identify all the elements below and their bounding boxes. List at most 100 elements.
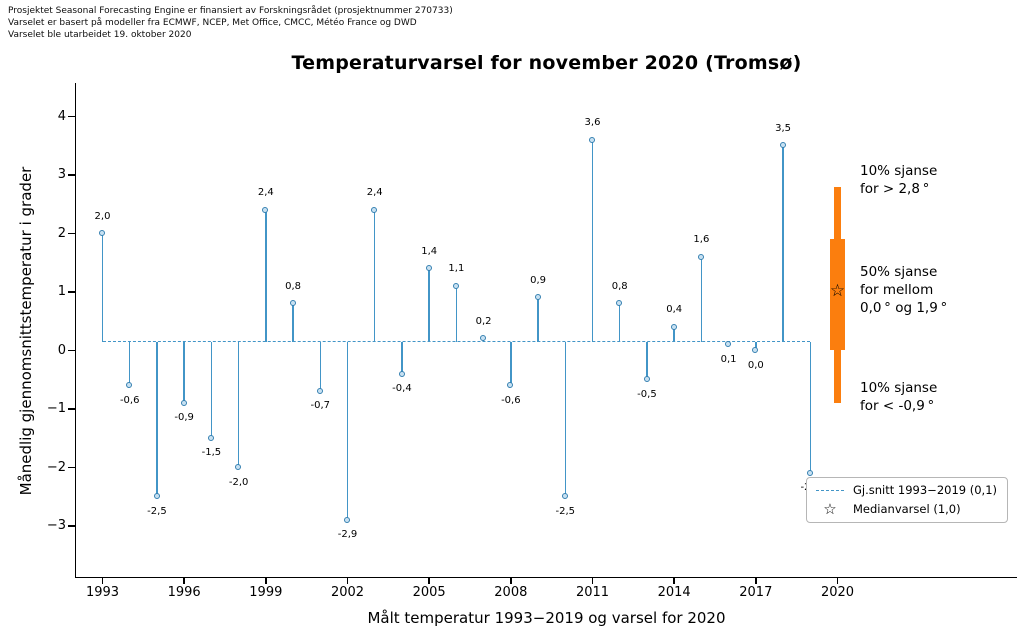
annotation-line: for mellom — [860, 282, 934, 298]
y-tick — [68, 291, 75, 293]
data-point-marker — [697, 253, 704, 260]
x-tick — [755, 577, 757, 584]
y-tick-label: 4 — [57, 108, 66, 124]
data-point-marker — [153, 493, 160, 500]
stem-line — [237, 341, 240, 468]
data-point-marker — [235, 464, 242, 471]
stem-line — [591, 139, 594, 342]
stem-line — [537, 297, 539, 342]
data-point-label: 0,1 — [720, 353, 737, 365]
forecast-middle-annotation: 50% sjanse for mellom 0,0 ° og 1,9 ° — [860, 263, 947, 317]
data-point-marker — [779, 142, 786, 149]
data-point-marker — [643, 376, 650, 383]
data-point-label: 1,1 — [448, 263, 465, 275]
y-tick — [68, 466, 75, 469]
x-tick — [183, 577, 185, 584]
stem-line — [128, 341, 131, 386]
data-point-marker — [344, 516, 351, 523]
x-tick — [346, 577, 349, 584]
stem-line — [782, 145, 784, 342]
x-tick-label: 1999 — [249, 585, 283, 600]
data-point-label: -1,5 — [201, 447, 222, 459]
x-tick-label: 2020 — [820, 585, 855, 600]
star-marker-icon: ☆ — [823, 499, 837, 518]
data-point-label: -0,6 — [501, 394, 521, 406]
data-point-marker — [725, 341, 732, 348]
x-tick — [265, 577, 267, 584]
data-point-marker — [507, 382, 514, 389]
x-tick-label: 2002 — [330, 585, 365, 600]
funding-note-line-1: Prosjektet Seasonal Forecasting Engine e… — [8, 6, 453, 16]
stem-line — [428, 268, 430, 342]
legend-label-mean: Gj.snitt 1993−2019 (0,1) — [853, 483, 997, 497]
data-point-label: -0,9 — [174, 412, 194, 424]
y-tick-label: −3 — [46, 518, 66, 533]
y-tick — [68, 408, 75, 410]
legend: Gj.snitt 1993−2019 (0,1) ☆ Medianvarsel … — [806, 477, 1008, 523]
annotation-line: 10% sjanse — [860, 163, 938, 179]
data-point-label: -2,5 — [147, 505, 167, 517]
stem-line — [700, 256, 703, 342]
data-point-marker — [180, 399, 187, 406]
stem-line — [510, 341, 512, 386]
data-point-marker — [316, 388, 323, 395]
data-point-marker — [452, 282, 459, 289]
data-point-label: 0,8 — [285, 280, 301, 292]
data-point-label: 0,2 — [475, 315, 492, 327]
data-point-label: -0,7 — [310, 400, 331, 412]
stem-line — [401, 341, 403, 374]
annotation-line: for < -0,9 ° — [860, 398, 935, 414]
data-point-marker — [534, 294, 541, 301]
median-forecast-star-icon: ☆ — [829, 280, 846, 301]
x-tick — [510, 577, 512, 584]
data-point-label: 3,5 — [775, 122, 791, 134]
x-tick — [836, 577, 839, 584]
stem-line — [455, 286, 458, 342]
annotation-line: 50% sjanse — [860, 264, 938, 280]
data-point-marker — [289, 300, 296, 307]
data-point-label: -2,0 — [228, 476, 249, 488]
y-tick — [68, 349, 75, 352]
legend-row-mean: Gj.snitt 1993−2019 (0,1) — [816, 483, 997, 497]
forecast-upper-annotation: 10% sjanse for > 2,8 ° — [860, 162, 937, 198]
stem-line — [156, 341, 158, 497]
data-point-marker — [806, 469, 813, 476]
data-point-marker — [207, 434, 214, 441]
data-point-label: 2,4 — [257, 187, 274, 199]
x-tick-label: 1996 — [167, 585, 201, 600]
data-point-label: -2,5 — [555, 505, 576, 517]
stem-line — [673, 327, 675, 342]
data-point-marker — [480, 335, 487, 342]
x-tick-label: 2008 — [494, 585, 528, 600]
data-point-label: 0,0 — [747, 359, 764, 371]
x-tick-label: 2017 — [739, 585, 773, 600]
stem-line — [373, 210, 376, 342]
y-tick-label: 2 — [57, 225, 66, 241]
data-point-marker — [752, 347, 759, 354]
y-tick-label: 1 — [57, 284, 66, 299]
stem-line — [809, 341, 812, 474]
funding-note: Prosjektet Seasonal Forecasting Engine e… — [8, 5, 453, 42]
data-point-marker — [616, 300, 623, 307]
stem-line — [183, 341, 185, 404]
legend-row-median: ☆ Medianvarsel (1,0) — [816, 499, 997, 518]
data-point-marker — [398, 370, 405, 377]
x-axis-label: Målt temperatur 1993−2019 og varsel for … — [367, 609, 726, 627]
data-point-label: 0,9 — [530, 274, 546, 286]
data-point-marker — [126, 382, 133, 389]
chart-title: Temperaturvarsel for november 2020 (Trom… — [291, 52, 802, 74]
funding-note-line-2: Varselet er basert på modeller fra ECMWF… — [8, 18, 417, 29]
x-tick-label: 1993 — [85, 585, 120, 600]
stem-line — [265, 210, 267, 342]
x-tick-label: 2005 — [412, 585, 446, 600]
data-point-marker — [425, 265, 432, 272]
forecast-lower-annotation: 10% sjanse for < -0,9 ° — [860, 379, 937, 415]
x-tick — [428, 577, 430, 584]
data-point-label: -0,4 — [392, 382, 412, 394]
data-point-marker — [371, 206, 378, 213]
x-tick-label: 2011 — [575, 585, 610, 600]
data-point-label: -0,6 — [119, 394, 140, 406]
y-axis-line — [74, 83, 76, 577]
stem-line — [319, 341, 322, 392]
